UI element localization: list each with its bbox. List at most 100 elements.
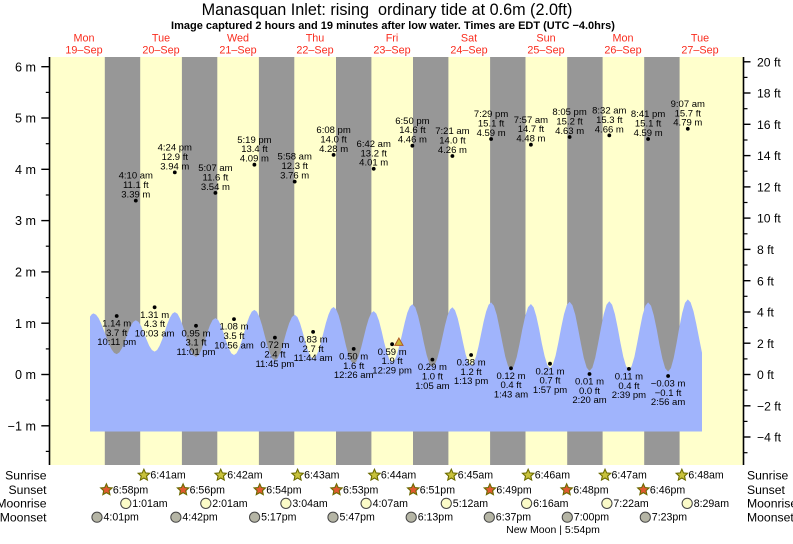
svg-text:12 ft: 12 ft [757,181,781,195]
svg-text:0.72 m: 0.72 m [260,340,289,351]
svg-text:25–Sep: 25–Sep [527,45,564,57]
svg-text:2:01am: 2:01am [212,498,248,510]
svg-text:2 ft: 2 ft [757,337,775,351]
svg-text:Fri: Fri [386,32,399,44]
svg-text:4.26 m: 4.26 m [438,145,467,156]
svg-text:6:37pm: 6:37pm [496,512,532,524]
svg-text:0.4 ft: 0.4 ft [618,381,639,392]
svg-text:19–Sep: 19–Sep [65,45,102,57]
svg-text:24–Sep: 24–Sep [450,45,487,57]
svg-text:5:17pm: 5:17pm [261,512,297,524]
svg-text:6:42 am: 6:42 am [357,139,391,150]
svg-text:0.01 m: 0.01 m [575,377,604,388]
svg-text:Sat: Sat [461,32,477,44]
svg-text:7:22am: 7:22am [613,498,649,510]
svg-text:0.11 m: 0.11 m [615,372,643,383]
svg-text:6:08 pm: 6:08 pm [316,125,350,136]
svg-text:8:29am: 8:29am [694,498,730,510]
svg-text:4.59 m: 4.59 m [634,128,663,139]
svg-text:−0.03 m: −0.03 m [651,379,686,390]
svg-text:4.01 m: 4.01 m [359,158,388,169]
svg-text:3.5 ft: 3.5 ft [223,331,244,342]
svg-text:4.46 m: 4.46 m [398,135,427,146]
svg-text:14.0 ft: 14.0 ft [439,136,466,147]
svg-text:Wed: Wed [227,32,249,44]
svg-text:3.1 ft: 3.1 ft [185,338,206,349]
svg-text:5:58 am: 5:58 am [278,152,312,163]
svg-text:1.31 m: 1.31 m [140,310,169,321]
svg-text:6:43am: 6:43am [304,470,340,482]
svg-text:11.1 ft: 11.1 ft [123,180,149,191]
svg-text:1.2 ft: 1.2 ft [461,367,482,378]
svg-text:11:44 am: 11:44 am [294,353,333,364]
svg-text:11.6 ft: 11.6 ft [203,172,229,183]
svg-text:2:39 pm: 2:39 pm [612,390,646,401]
svg-text:0 m: 0 m [15,368,36,382]
svg-text:Moonset: Moonset [747,511,793,525]
svg-text:14.7 ft: 14.7 ft [518,124,545,135]
svg-text:1.08 m: 1.08 m [219,322,248,333]
svg-text:0.50 m: 0.50 m [339,352,368,363]
svg-text:−0.1 ft: −0.1 ft [655,388,682,399]
svg-text:22–Sep: 22–Sep [296,45,333,57]
svg-text:Sunset: Sunset [9,483,48,497]
svg-text:Thu: Thu [306,32,325,44]
svg-text:Mon: Mon [612,32,633,44]
svg-text:15.7 ft: 15.7 ft [675,108,702,119]
svg-text:Sun: Sun [536,32,555,44]
svg-text:7:00pm: 7:00pm [574,512,610,524]
svg-text:4.3 ft: 4.3 ft [144,319,165,330]
svg-text:6:46am: 6:46am [535,470,571,482]
svg-text:14.6 ft: 14.6 ft [399,125,426,136]
svg-text:26–Sep: 26–Sep [604,45,641,57]
svg-text:1:13 pm: 1:13 pm [454,376,488,387]
svg-text:12.9 ft: 12.9 ft [162,152,189,163]
svg-text:Sunrise: Sunrise [747,469,789,483]
svg-text:6:54pm: 6:54pm [266,484,302,496]
svg-text:15.1 ft: 15.1 ft [635,119,662,130]
svg-text:Tue: Tue [152,32,170,44]
svg-text:2.4 ft: 2.4 ft [264,350,285,361]
svg-text:8:32 am: 8:32 am [592,106,626,117]
svg-text:Sunset: Sunset [747,483,786,497]
svg-text:8:05 pm: 8:05 pm [552,107,586,118]
svg-text:5 m: 5 m [15,112,36,126]
svg-text:1:01am: 1:01am [132,498,168,510]
svg-text:7:21 am: 7:21 am [435,126,469,137]
svg-text:4.66 m: 4.66 m [595,124,624,135]
svg-text:8:41 pm: 8:41 pm [631,109,665,120]
svg-text:6:41am: 6:41am [150,470,186,482]
svg-text:Moonset: Moonset [0,511,47,525]
svg-text:Moonrise: Moonrise [747,497,793,511]
svg-text:Mon: Mon [73,32,94,44]
svg-text:−4 ft: −4 ft [757,431,782,445]
svg-text:10 ft: 10 ft [757,212,781,226]
svg-text:20–Sep: 20–Sep [142,45,179,57]
svg-text:5:07 am: 5:07 am [198,163,232,174]
svg-text:6 m: 6 m [15,60,36,74]
svg-text:Manasquan Inlet: rising ordin: Manasquan Inlet: rising ordinary tide at… [202,1,573,19]
svg-text:18 ft: 18 ft [757,87,781,101]
svg-text:0.83 m: 0.83 m [299,335,328,346]
svg-text:13.2 ft: 13.2 ft [360,148,387,159]
svg-text:7:29 pm: 7:29 pm [474,109,508,120]
svg-text:Moonrise: Moonrise [0,497,47,511]
svg-text:6:51pm: 6:51pm [420,484,456,496]
svg-text:0.12 m: 0.12 m [496,371,525,382]
svg-text:8 ft: 8 ft [757,243,775,257]
svg-text:10:56 am: 10:56 am [214,340,254,351]
svg-text:6:46pm: 6:46pm [650,484,686,496]
svg-text:6 ft: 6 ft [757,274,775,288]
svg-text:12:26 am: 12:26 am [334,370,374,381]
svg-text:21–Sep: 21–Sep [219,45,256,57]
svg-text:0.59 m: 0.59 m [378,347,407,358]
svg-text:4 ft: 4 ft [757,306,775,320]
svg-text:6:53pm: 6:53pm [343,484,379,496]
svg-text:15.3 ft: 15.3 ft [596,115,623,126]
svg-text:3 m: 3 m [15,214,36,228]
svg-text:3.54 m: 3.54 m [201,182,230,193]
svg-text:0.21 m: 0.21 m [535,366,564,377]
svg-text:5:47pm: 5:47pm [340,512,376,524]
svg-text:4:10 am: 4:10 am [119,171,153,182]
svg-text:13.4 ft: 13.4 ft [241,144,268,155]
